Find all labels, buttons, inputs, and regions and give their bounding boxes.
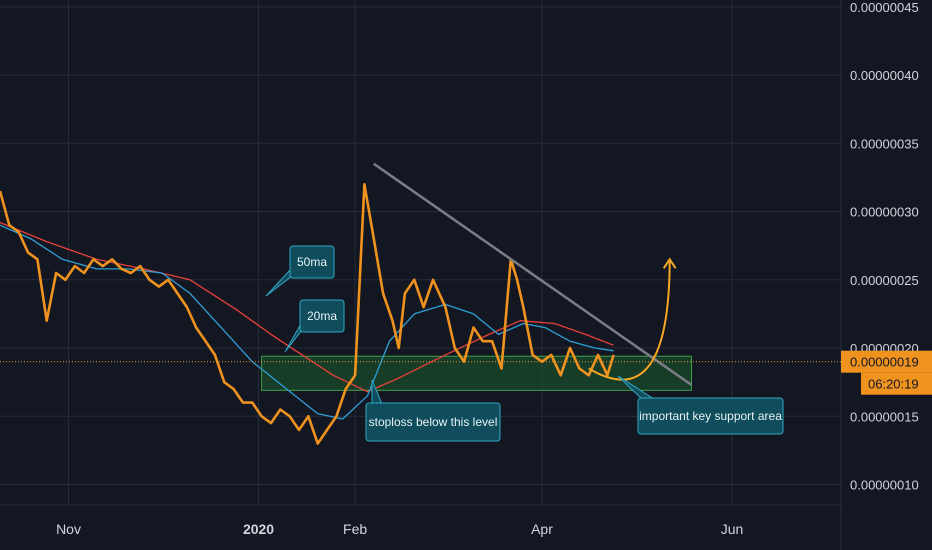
series-line-ma20 xyxy=(0,224,614,420)
callout-support-text: important key support area xyxy=(639,409,782,423)
current-price-badge xyxy=(841,350,932,373)
y-tick-label: 0.00000045 xyxy=(850,0,919,15)
x-tick-label: 2020 xyxy=(243,521,274,537)
current-price-label: 0.00000019 xyxy=(850,355,919,370)
callout-50ma: 50ma xyxy=(265,245,335,297)
axes-group xyxy=(0,0,842,550)
y-tick-label: 0.00000035 xyxy=(850,136,919,151)
callout-stoploss-text: stoploss below this level xyxy=(369,415,498,429)
y-tick-label: 0.00000025 xyxy=(850,273,919,288)
annotation-overlays xyxy=(373,162,693,386)
series-lines xyxy=(0,183,615,445)
countdown-label: 06:20:19 xyxy=(868,377,919,392)
callout-50ma-text: 50ma xyxy=(297,255,327,269)
trendline xyxy=(373,162,693,386)
annotation-labels: 50ma 20ma stoploss below this level importa… xyxy=(265,245,784,442)
y-tick-label: 0.00000010 xyxy=(850,478,919,493)
x-tick-label: Feb xyxy=(343,521,367,537)
callout-20ma-box xyxy=(299,299,345,333)
current-price-group: 0.00000019 06:20:19 xyxy=(0,350,932,395)
callout-stoploss: stoploss below this level xyxy=(365,379,501,442)
x-tick-label: Nov xyxy=(56,521,81,537)
series-line-ma50 xyxy=(0,221,614,393)
y-tick-label: 0.00000030 xyxy=(850,205,919,220)
callout-support: important key support area xyxy=(617,375,784,435)
projection-arrow xyxy=(588,259,671,381)
x-tick-label: Jun xyxy=(721,521,744,537)
callout-20ma: 20ma xyxy=(284,299,345,353)
y-tick-label: 0.00000015 xyxy=(850,409,919,424)
callout-stoploss-box xyxy=(365,402,501,442)
series-line-price xyxy=(0,183,615,445)
callout-50ma-box xyxy=(289,245,335,279)
callout-20ma-text: 20ma xyxy=(307,309,337,323)
y-tick-label: 0.00000040 xyxy=(850,68,919,83)
callout-support-box xyxy=(637,397,784,435)
time-axis-ticks[interactable]: Nov 2020 Feb Apr Jun xyxy=(56,521,743,537)
countdown-badge xyxy=(861,372,932,395)
x-tick-label: Apr xyxy=(531,521,553,537)
projection-arrow-head xyxy=(662,257,677,269)
